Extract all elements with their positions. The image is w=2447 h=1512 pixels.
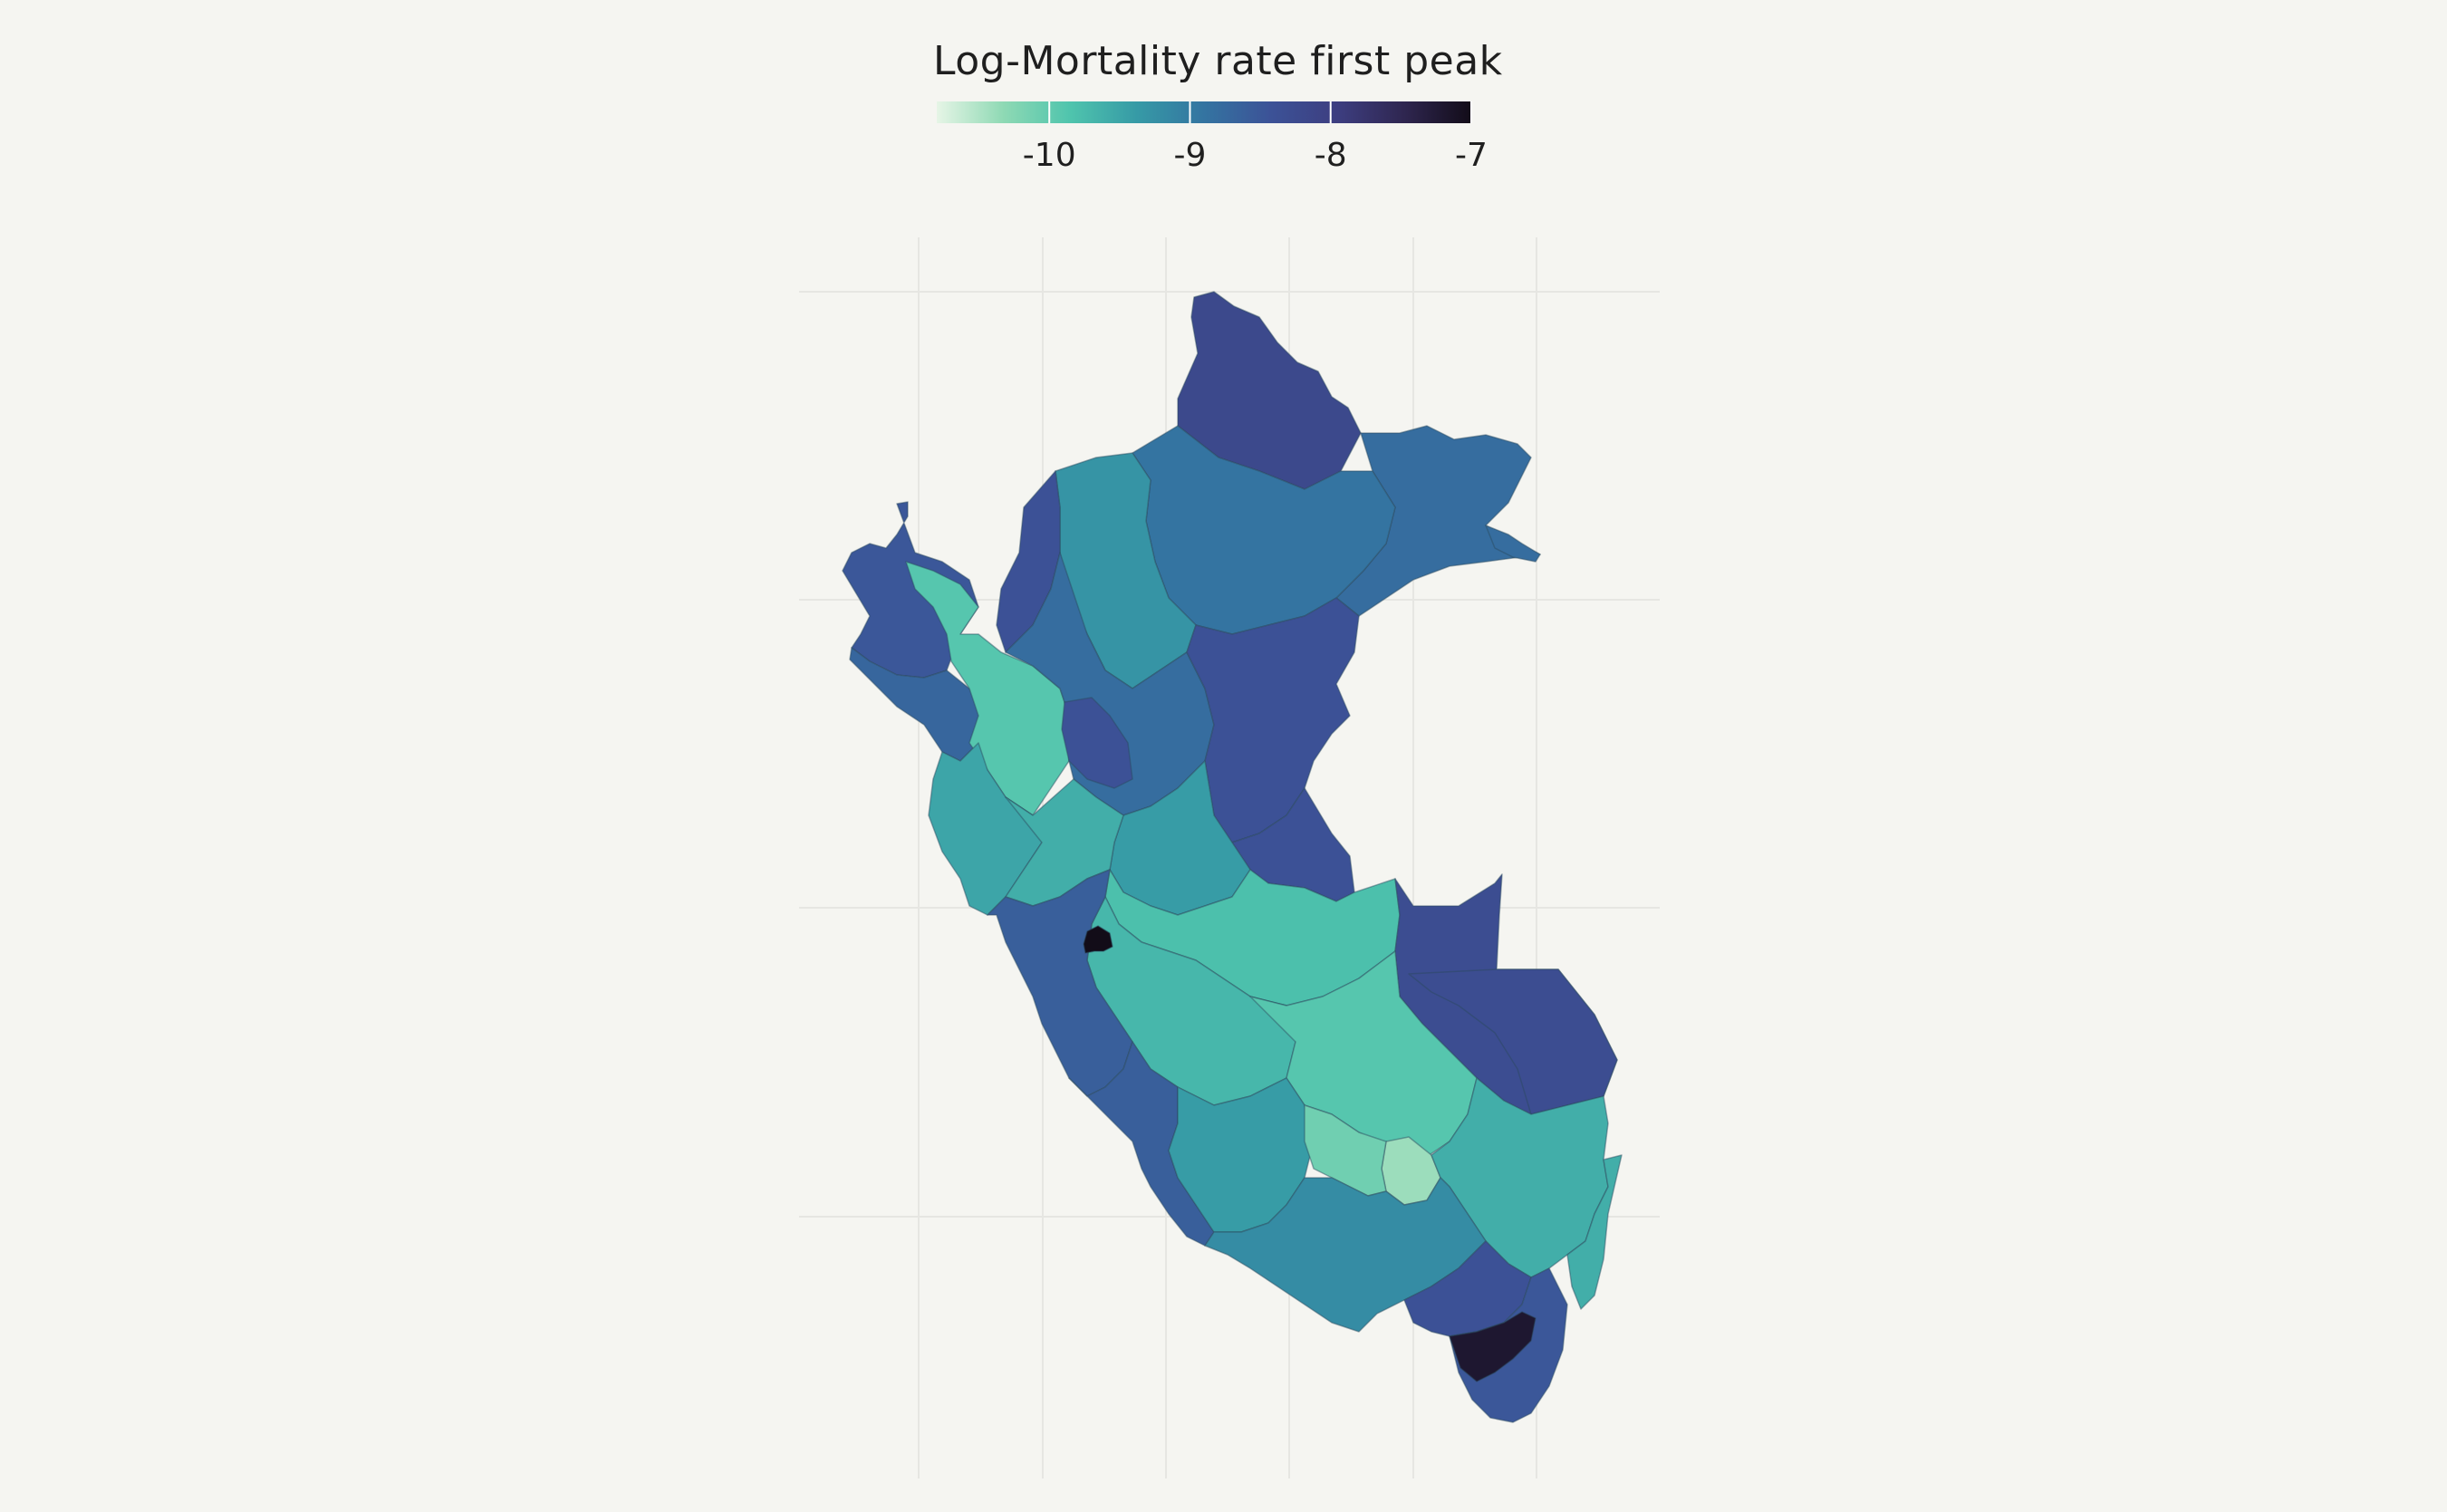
region-tumbes[interactable] — [842, 501, 979, 679]
region-loreto-spur[interactable] — [1485, 525, 1541, 563]
legend-title: Log-Mortality rate first peak — [933, 38, 1503, 84]
region-ucayali[interactable] — [1186, 597, 1360, 843]
region-tacna-province[interactable] — [1449, 1311, 1537, 1382]
legend-tick-label: -9 — [1174, 137, 1207, 174]
legend-tick-label: -8 — [1315, 137, 1347, 174]
legend-tick-label: -7 — [1455, 137, 1488, 174]
legend-ticks: -10 -9 -8 -7 — [1023, 101, 1488, 174]
region-san-martin-dark[interactable] — [1061, 697, 1133, 789]
region-lima-metro[interactable] — [1083, 925, 1113, 954]
region-puno[interactable] — [1431, 1077, 1609, 1278]
region-puno-south[interactable] — [1566, 1154, 1623, 1310]
region-arequipa[interactable] — [1204, 1177, 1487, 1333]
legend-colorbar — [937, 101, 1471, 123]
legend-tick-label: -10 — [1023, 137, 1076, 174]
region-cajamarca[interactable] — [905, 561, 1070, 816]
color-legend: -10 -9 -8 -7 — [937, 101, 1488, 174]
